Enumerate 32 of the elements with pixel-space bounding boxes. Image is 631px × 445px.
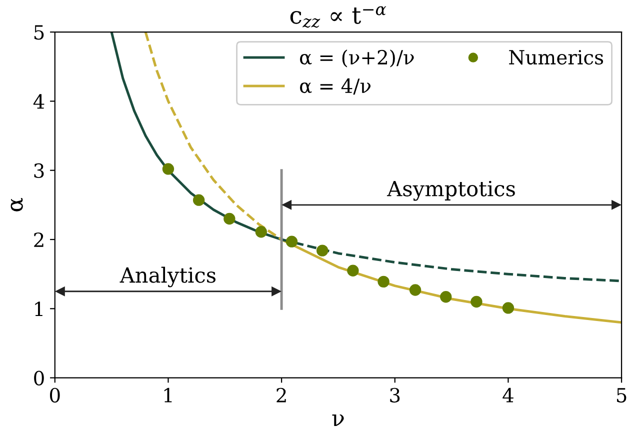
point: [255, 226, 267, 238]
point: [440, 291, 452, 303]
point: [378, 276, 390, 288]
y-tick-label: 3: [34, 163, 44, 178]
point: [286, 236, 298, 248]
annotation: Asymptotics: [386, 180, 515, 201]
legend-label: α = (ν+2)/ν: [300, 50, 414, 68]
y-tick-label: 0: [34, 370, 44, 386]
y-tick-label: 2: [34, 232, 44, 247]
legend-label: α = 4/ν: [300, 78, 371, 95]
x-tick-label: 3: [390, 388, 400, 403]
point: [224, 212, 236, 225]
legend-label: Numerics: [509, 50, 604, 65]
y-tick-label: 5: [34, 25, 44, 40]
chart-title: c$_{zz}$ ∝ t$^{−α}$: [290, 6, 386, 28]
x-tick-label: 0: [50, 388, 60, 403]
x-tick-label: 5: [617, 388, 626, 403]
y-tick-label: 1: [35, 302, 42, 316]
point: [502, 302, 514, 314]
point: [409, 284, 422, 296]
point: [162, 163, 174, 175]
x-axis-title: ν: [332, 414, 344, 426]
x-tick-label: 4: [502, 388, 514, 402]
y-axis-title: α: [10, 198, 23, 212]
point: [316, 244, 328, 256]
annotation: Analytics: [120, 266, 216, 288]
x-tick-label: 2: [276, 388, 286, 402]
y-tick-label: 4: [33, 94, 44, 109]
point: [192, 194, 205, 206]
point: [347, 264, 359, 276]
point: [470, 296, 482, 308]
x-tick-label: 1: [164, 388, 172, 402]
